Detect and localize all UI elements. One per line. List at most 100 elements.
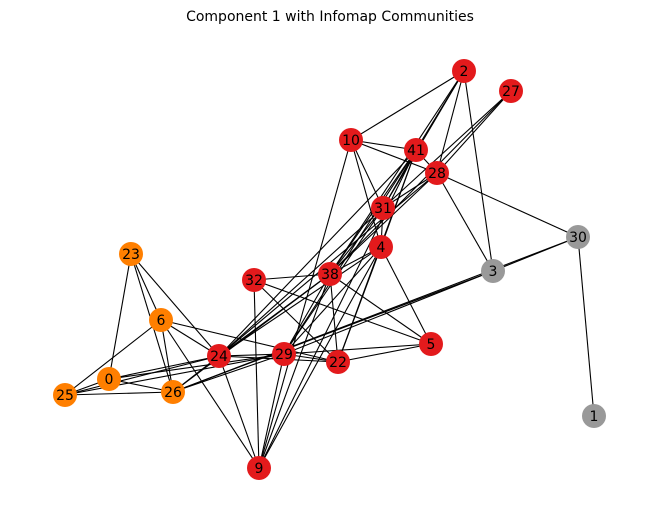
node-label-38: 38 xyxy=(321,267,339,283)
edge-6-25 xyxy=(64,319,162,396)
node-circle-26 xyxy=(161,380,185,404)
node-circle-3 xyxy=(481,259,505,283)
node-circle-25 xyxy=(53,383,77,407)
edge-32-5 xyxy=(253,279,432,345)
edge-29-26 xyxy=(172,353,285,393)
node-label-0: 0 xyxy=(105,372,114,388)
node-22: 22 xyxy=(326,350,350,374)
edge-32-22 xyxy=(253,279,339,363)
edge-24-23 xyxy=(130,253,220,357)
node-circle-41 xyxy=(404,138,428,162)
edge-38-22 xyxy=(329,273,339,363)
node-label-5: 5 xyxy=(427,337,436,353)
node-label-22: 22 xyxy=(329,355,347,371)
edge-22-5 xyxy=(337,343,432,363)
chart-title: Component 1 with Infomap Communities xyxy=(186,9,474,25)
edge-30-1 xyxy=(577,236,595,417)
node-circle-22 xyxy=(326,350,350,374)
edge-22-6 xyxy=(160,319,339,363)
edge-27-28 xyxy=(436,90,512,174)
edge-25-26 xyxy=(64,391,174,396)
node-circle-38 xyxy=(318,262,342,286)
node-38: 38 xyxy=(318,262,342,286)
edge-32-9 xyxy=(253,279,260,469)
node-3: 3 xyxy=(481,259,505,283)
edge-31-24 xyxy=(218,207,384,357)
edge-2-10 xyxy=(350,70,465,141)
node-25: 25 xyxy=(53,383,77,407)
node-label-4: 4 xyxy=(377,240,386,256)
edge-38-32 xyxy=(253,273,331,281)
edge-28-38 xyxy=(329,172,438,275)
node-5: 5 xyxy=(419,332,443,356)
node-28: 28 xyxy=(425,161,449,185)
node-label-25: 25 xyxy=(56,388,74,404)
node-26: 26 xyxy=(161,380,185,404)
edge-6-26 xyxy=(160,319,174,393)
edge-38-26 xyxy=(172,273,331,393)
edge-23-6 xyxy=(130,253,162,321)
edge-2-38 xyxy=(329,70,465,275)
edge-24-0 xyxy=(108,355,220,380)
node-label-27: 27 xyxy=(502,84,520,100)
edge-27-38 xyxy=(329,90,512,275)
edge-4-24 xyxy=(218,246,382,357)
edge-41-29 xyxy=(283,149,417,355)
node-23: 23 xyxy=(119,242,143,266)
edge-24-25 xyxy=(64,355,220,396)
node-label-26: 26 xyxy=(164,385,182,401)
node-circle-4 xyxy=(369,235,393,259)
node-label-10: 10 xyxy=(342,133,360,149)
node-circle-2 xyxy=(452,59,476,83)
edge-3-30 xyxy=(492,236,579,272)
node-30: 30 xyxy=(566,225,590,249)
node-10: 10 xyxy=(339,128,363,152)
node-31: 31 xyxy=(371,196,395,220)
node-4: 4 xyxy=(369,235,393,259)
node-circle-6 xyxy=(149,308,173,332)
edge-4-22 xyxy=(337,246,382,363)
edge-4-5 xyxy=(380,246,432,345)
node-label-2: 2 xyxy=(460,64,469,80)
node-circle-5 xyxy=(419,332,443,356)
node-24: 24 xyxy=(207,344,231,368)
edge-28-3 xyxy=(436,172,494,272)
edge-38-5 xyxy=(329,273,432,345)
node-32: 32 xyxy=(242,268,266,292)
edge-10-9 xyxy=(258,139,352,469)
edge-24-9 xyxy=(218,355,260,469)
node-label-31: 31 xyxy=(374,201,392,217)
node-circle-0 xyxy=(97,367,121,391)
node-circle-32 xyxy=(242,268,266,292)
node-circle-1 xyxy=(582,404,606,428)
edge-41-24 xyxy=(218,149,417,357)
node-label-32: 32 xyxy=(245,273,263,289)
edge-31-38 xyxy=(329,207,384,275)
node-label-29: 29 xyxy=(275,347,293,363)
edge-10-4 xyxy=(350,139,382,248)
node-label-3: 3 xyxy=(489,264,498,280)
node-0: 0 xyxy=(97,367,121,391)
edge-29-3 xyxy=(283,270,494,355)
edge-29-5 xyxy=(283,343,432,355)
node-circle-30 xyxy=(566,225,590,249)
node-label-41: 41 xyxy=(407,143,425,159)
node-circle-24 xyxy=(207,344,231,368)
edge-27-31 xyxy=(382,90,512,209)
edges-layer xyxy=(64,70,595,469)
node-label-9: 9 xyxy=(255,461,264,477)
node-circle-28 xyxy=(425,161,449,185)
edge-38-9 xyxy=(258,273,331,469)
node-27: 27 xyxy=(499,79,523,103)
node-circle-23 xyxy=(119,242,143,266)
edge-28-30 xyxy=(436,172,579,238)
node-41: 41 xyxy=(404,138,428,162)
edge-10-28 xyxy=(350,139,438,174)
node-circle-31 xyxy=(371,196,395,220)
edge-26-30 xyxy=(172,236,579,393)
node-label-28: 28 xyxy=(428,166,446,182)
node-6: 6 xyxy=(149,308,173,332)
node-1: 1 xyxy=(582,404,606,428)
